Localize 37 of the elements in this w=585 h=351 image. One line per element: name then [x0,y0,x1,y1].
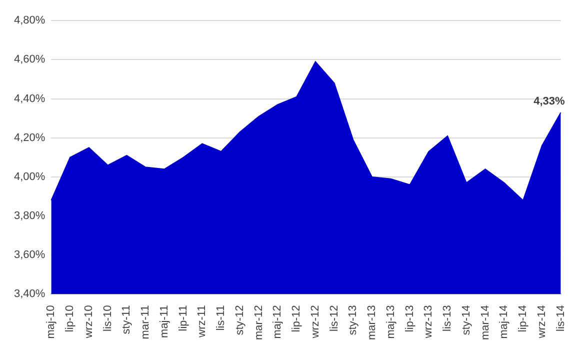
x-tick-label: maj-10 [45,305,58,339]
x-tick-label: mar-13 [366,305,378,340]
x-tick-label: mar-12 [252,305,265,340]
x-tick-label: maj-11 [158,305,170,338]
y-tick-label: 3,80% [14,210,46,222]
x-tick-label: lis-14 [554,305,567,332]
x-tick-label: mar-11 [140,305,152,340]
x-tick-label: lis-13 [442,305,454,332]
y-tick-label: 4,60% [14,54,46,66]
y-tick-label: 4,20% [14,132,46,144]
x-tick-label: lis-10 [102,305,114,332]
x-tick-label: lip-14 [517,305,530,332]
x-tick-label: wrz-11 [196,305,208,338]
x-tick-label: mar-14 [479,305,492,340]
x-tick-label: lip-12 [290,305,303,332]
x-tick-label: lis-12 [328,305,340,332]
x-tick-label: maj-13 [384,305,397,339]
x-tick-label: sty-13 [347,305,360,336]
x-tick-label: maj-14 [498,305,510,339]
y-tick-label: 4,80% [14,14,46,27]
y-tick-label: 3,40% [14,288,46,300]
x-tick-label: lip-11 [177,305,190,332]
annotation: 4,33% [534,95,566,108]
x-tick-label: lip-10 [64,305,76,332]
y-tick-label: 4,40% [14,92,46,105]
x-tick-label: wrz-10 [82,305,95,340]
x-tick-label: lip-13 [404,305,416,332]
y-tick-label: 4,00% [14,170,46,183]
x-tick-label: lis-11 [215,305,228,331]
x-tick-label: sty-14 [460,305,472,336]
x-tick-label: wrz-13 [422,305,435,340]
x-tick-label: sty-12 [234,305,246,336]
y-tick-label: 3,60% [14,249,46,262]
x-tick-label: sty-11 [120,305,133,334]
x-tick-label: maj-12 [272,305,284,339]
x-tick-label: wrz-14 [536,305,548,340]
x-tick-label: wrz-12 [309,305,322,340]
